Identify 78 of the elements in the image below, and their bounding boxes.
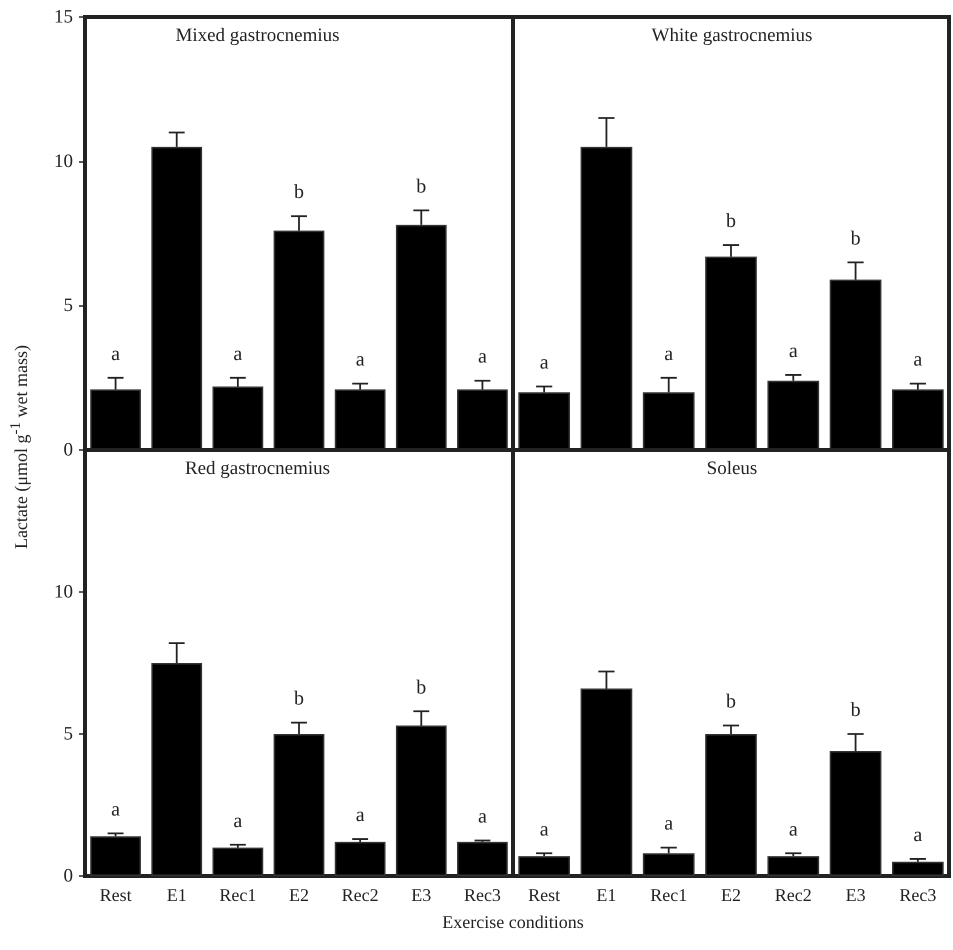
annotation: b [850, 227, 861, 250]
annotation: a [233, 342, 242, 365]
x-tick-label: Rec3 [899, 885, 936, 905]
bar [705, 256, 757, 450]
bar [767, 856, 820, 876]
annotation: a [664, 342, 674, 365]
bar [642, 392, 695, 450]
annotation: a [913, 348, 922, 371]
chart-title: Mixed gastrocnemius [175, 25, 340, 46]
bar [830, 751, 882, 876]
x-tick-label: E2 [289, 885, 309, 905]
annotation: b [294, 688, 304, 710]
bar [151, 663, 202, 876]
x-tick-label: E1 [166, 885, 187, 905]
bar [212, 386, 264, 450]
chart-title: White gastrocnemius [652, 25, 812, 46]
annotation: a [478, 806, 487, 828]
x-tick-label: Rest [100, 885, 132, 905]
x-tick-label: E2 [721, 885, 741, 905]
x-tick-label: Rec1 [219, 885, 256, 905]
bar [212, 848, 264, 876]
bar [580, 146, 632, 450]
annotation: a [111, 342, 120, 365]
annotation: b [416, 175, 426, 198]
bar [396, 224, 447, 450]
bar [396, 725, 447, 876]
x-tick-label: E1 [596, 885, 616, 905]
x-tick-label: Rec3 [464, 885, 501, 905]
x-tick-label: E3 [846, 885, 866, 905]
x-tick-label: Rec2 [774, 885, 812, 905]
annotation: a [478, 346, 487, 368]
x-tick-label: Rec2 [342, 885, 379, 905]
annotation: a [788, 818, 798, 840]
bar [830, 280, 882, 450]
x-axis-title: Exercise conditions [442, 912, 584, 933]
chart-title: Red gastrocnemius [184, 458, 330, 479]
annotation: b [726, 690, 736, 712]
annotation: b [294, 181, 304, 204]
y-tick-label: 15 [54, 6, 73, 28]
x-tick-label: Rest [528, 885, 560, 905]
bar [580, 688, 632, 876]
bar [705, 734, 757, 876]
annotation: a [788, 340, 798, 362]
bar [518, 392, 570, 450]
annotation: a [664, 812, 674, 835]
bar [457, 842, 508, 876]
bar [457, 389, 508, 450]
annotation: a [233, 810, 242, 832]
bar [892, 862, 944, 876]
y-tick-label: 5 [64, 724, 73, 744]
x-tick-label: E3 [411, 885, 432, 905]
y-tick-label: 0 [64, 440, 73, 460]
annotation: b [850, 699, 861, 721]
annotation: a [540, 818, 549, 840]
bar [90, 389, 141, 450]
bar [642, 853, 695, 876]
annotation: a [913, 824, 922, 846]
bar [334, 389, 386, 450]
x-tick-label: Rec1 [650, 885, 688, 905]
annotation: a [540, 351, 549, 374]
annotation: b [726, 210, 736, 232]
bar [151, 146, 202, 450]
y-tick-label: 10 [54, 582, 73, 602]
bar [767, 380, 820, 450]
annotation: a [356, 348, 365, 371]
bar [90, 836, 141, 876]
chart-title: Soleus [706, 458, 758, 479]
bar [892, 389, 944, 450]
y-tick-label: 0 [64, 866, 73, 886]
y-tick-label: 10 [54, 150, 73, 172]
annotation: b [416, 676, 426, 698]
bar [274, 734, 324, 876]
annotation: a [111, 798, 120, 820]
annotation: a [356, 804, 365, 826]
bar [334, 842, 386, 876]
bar [274, 230, 324, 450]
y-tick-label: 5 [64, 295, 73, 316]
bar [518, 856, 570, 876]
